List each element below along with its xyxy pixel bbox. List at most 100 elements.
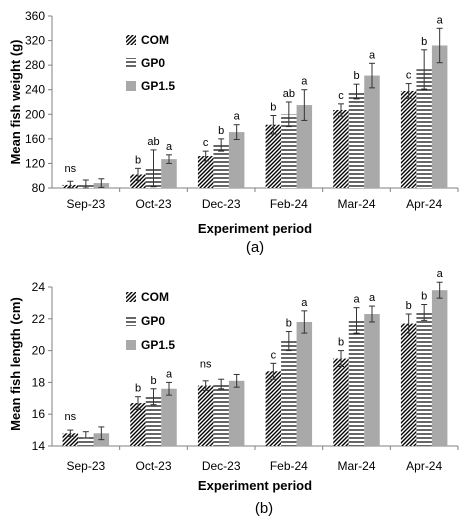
bar-com bbox=[197, 156, 214, 188]
x-tick-label: Apr-24 bbox=[406, 459, 442, 473]
y-tick-label: 22 bbox=[32, 312, 46, 326]
legend: COM GP0 GP1.5 bbox=[126, 290, 175, 352]
bar-gp0 bbox=[416, 69, 432, 188]
significance-label: a bbox=[353, 294, 360, 306]
significance-label: b bbox=[218, 125, 224, 137]
y-axis-title: Mean fish weight (g) bbox=[8, 40, 23, 165]
y-tick-label: 16 bbox=[32, 407, 46, 421]
y-axis-title: Mean fish length (cm) bbox=[8, 297, 23, 431]
y-tick-label: 320 bbox=[25, 34, 45, 48]
bar-com bbox=[400, 323, 417, 446]
x-tick-label: Sep-23 bbox=[66, 459, 105, 473]
bar-com bbox=[265, 371, 282, 446]
x-tick-label: Mar-24 bbox=[337, 459, 375, 473]
significance-label: b bbox=[150, 375, 156, 387]
y-tick-label: 20 bbox=[32, 344, 46, 358]
legend-label-com: COM bbox=[141, 33, 169, 47]
y-tick-label: 14 bbox=[32, 439, 46, 453]
bar-gp0 bbox=[416, 312, 432, 446]
y-tick-label: 24 bbox=[32, 280, 46, 294]
legend-label-com: COM bbox=[141, 290, 169, 304]
bar-gp0 bbox=[281, 114, 297, 188]
y-tick-label: 360 bbox=[25, 9, 45, 23]
legend-label-gp15: GP1.5 bbox=[141, 338, 175, 352]
significance-label: ns bbox=[65, 411, 77, 423]
x-tick-label: Oct-23 bbox=[135, 459, 171, 473]
significance-label: b bbox=[135, 383, 141, 395]
legend: COM GP0 GP1.5 bbox=[126, 33, 175, 93]
x-tick-label: Dec-23 bbox=[202, 197, 241, 211]
significance-label: b bbox=[286, 318, 292, 330]
y-tick-label: 80 bbox=[32, 181, 46, 195]
bar-gp0 bbox=[348, 320, 365, 446]
x-axis-title: Experiment period bbox=[198, 478, 312, 493]
significance-label: b bbox=[135, 154, 141, 166]
significance-label: c bbox=[406, 70, 412, 82]
panel-caption: (b) bbox=[255, 500, 273, 517]
bar-com bbox=[265, 124, 282, 188]
bar-com bbox=[62, 433, 79, 446]
significance-label: a bbox=[437, 268, 444, 280]
bar-com bbox=[197, 385, 214, 446]
significance-label: ab bbox=[147, 136, 159, 148]
length-chart: Mean fish length (cm) Experiment period … bbox=[8, 268, 459, 517]
bar-gp15 bbox=[364, 75, 380, 188]
x-tick-label: Sep-23 bbox=[66, 197, 105, 211]
significance-label: a bbox=[301, 76, 308, 88]
significance-label: b bbox=[421, 290, 427, 302]
bar-gp15 bbox=[296, 321, 313, 446]
significance-label: a bbox=[437, 14, 444, 26]
x-tick-label: Feb-24 bbox=[270, 459, 308, 473]
bar-gp0 bbox=[145, 396, 162, 446]
significance-label: a bbox=[301, 297, 308, 309]
significance-label: c bbox=[203, 137, 209, 149]
significance-label: b bbox=[338, 337, 344, 349]
bar-gp0 bbox=[213, 145, 229, 188]
bar-com bbox=[130, 403, 146, 446]
significance-label: b bbox=[406, 300, 412, 312]
y-tick-label: 18 bbox=[32, 375, 46, 389]
x-axis-title: Experiment period bbox=[198, 221, 312, 236]
legend-label-gp15: GP1.5 bbox=[141, 79, 175, 93]
legend-swatch-gp0 bbox=[126, 316, 136, 326]
y-tick-label: 120 bbox=[25, 156, 45, 170]
y-tick-label: 160 bbox=[25, 132, 45, 146]
bar-gp15 bbox=[228, 132, 245, 188]
significance-label: ns bbox=[200, 358, 212, 370]
legend-swatch-gp0 bbox=[126, 58, 136, 68]
significance-label: b bbox=[421, 36, 427, 48]
legend-label-gp0: GP0 bbox=[141, 314, 165, 328]
y-tick-label: 200 bbox=[25, 107, 45, 121]
x-tick-label: Apr-24 bbox=[406, 197, 442, 211]
bar-gp15 bbox=[161, 159, 177, 188]
significance-label: ab bbox=[283, 88, 295, 100]
bar-gp15 bbox=[431, 290, 448, 446]
weight-chart: Mean fish weight (g) Experiment period (… bbox=[8, 9, 459, 256]
bar-com bbox=[333, 109, 349, 188]
bar-com bbox=[130, 174, 146, 188]
legend-swatch-gp15 bbox=[126, 81, 136, 91]
significance-label: a bbox=[166, 368, 173, 380]
legend-swatch-com bbox=[126, 292, 136, 302]
legend-swatch-gp15 bbox=[126, 340, 136, 350]
significance-label: b bbox=[353, 70, 359, 82]
x-tick-label: Dec-23 bbox=[202, 459, 241, 473]
bar-gp0 bbox=[213, 383, 229, 446]
x-tick-label: Oct-23 bbox=[135, 197, 171, 211]
bar-gp15 bbox=[364, 314, 380, 446]
significance-label: b bbox=[270, 102, 276, 114]
bar-gp15 bbox=[228, 380, 245, 446]
bar-gp15 bbox=[161, 388, 177, 446]
bar-com bbox=[333, 358, 349, 446]
significance-label: c bbox=[338, 90, 344, 102]
bar-com bbox=[400, 90, 417, 188]
bar-gp0 bbox=[78, 434, 94, 446]
bar-gp0 bbox=[281, 341, 297, 446]
significance-label: ns bbox=[65, 163, 77, 175]
panel-caption: (a) bbox=[246, 239, 264, 256]
significance-label: a bbox=[234, 111, 241, 123]
legend-swatch-com bbox=[126, 35, 136, 45]
bar-gp15 bbox=[431, 45, 448, 188]
y-tick-label: 240 bbox=[25, 83, 45, 97]
